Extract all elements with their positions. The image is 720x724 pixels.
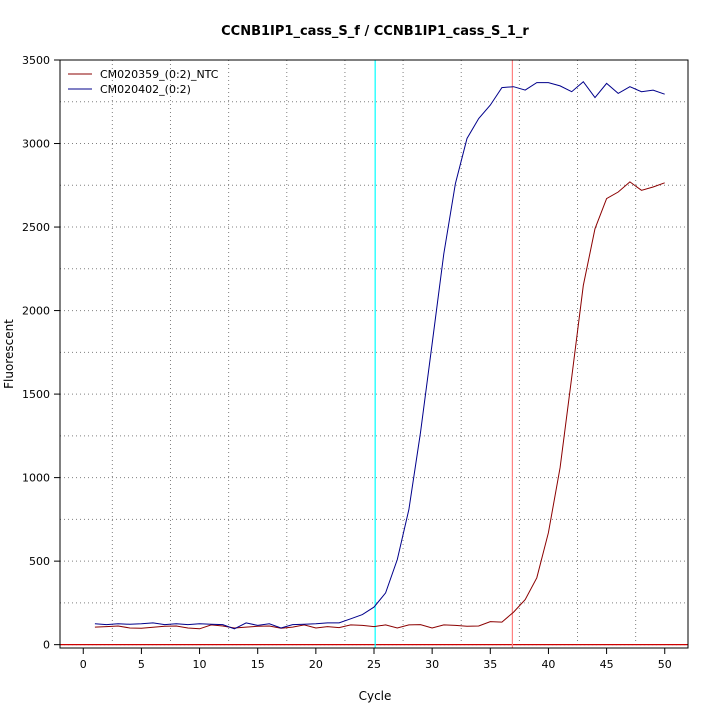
x-axis-label: Cycle (359, 689, 392, 703)
chart-title: CCNB1IP1_cass_S_f / CCNB1IP1_cass_S_1_r (221, 24, 529, 39)
y-tick-label: 3500 (22, 54, 50, 67)
legend-label: CM020359_(0:2)_NTC (100, 68, 219, 81)
x-tick-label: 15 (251, 658, 265, 671)
x-tick-label: 10 (193, 658, 207, 671)
x-tick-label: 20 (309, 658, 323, 671)
y-axis: 0 500 1000 1500 2000 2500 3000 3500 (22, 54, 60, 652)
legend: CM020359_(0:2)_NTC CM020402_(0:2) (68, 68, 219, 96)
y-axis-label: Fluorescent (2, 319, 16, 389)
grid (60, 59, 688, 648)
x-tick-label: 30 (425, 658, 439, 671)
y-tick-label: 1500 (22, 388, 50, 401)
x-axis: 0 5 10 15 20 25 30 35 40 45 50 (80, 648, 672, 671)
x-tick-label: 40 (541, 658, 555, 671)
y-tick-label: 3000 (22, 138, 50, 151)
x-tick-label: 50 (658, 658, 672, 671)
x-tick-label: 0 (80, 658, 87, 671)
y-tick-label: 2000 (22, 305, 50, 318)
series-line-2 (94, 80, 665, 630)
x-tick-label: 5 (138, 658, 145, 671)
plot-frame (59, 59, 689, 649)
series-line-1 (94, 181, 665, 630)
x-tick-label: 45 (600, 658, 614, 671)
x-tick-label: 25 (367, 658, 381, 671)
y-tick-label: 1000 (22, 472, 50, 485)
y-tick-label: 2500 (22, 221, 50, 234)
reference-lines (60, 60, 688, 648)
y-tick-label: 500 (29, 555, 50, 568)
x-tick-label: 35 (483, 658, 497, 671)
y-tick-label: 0 (43, 639, 50, 652)
series-lines (94, 80, 665, 630)
legend-label: CM020402_(0:2) (100, 83, 191, 96)
